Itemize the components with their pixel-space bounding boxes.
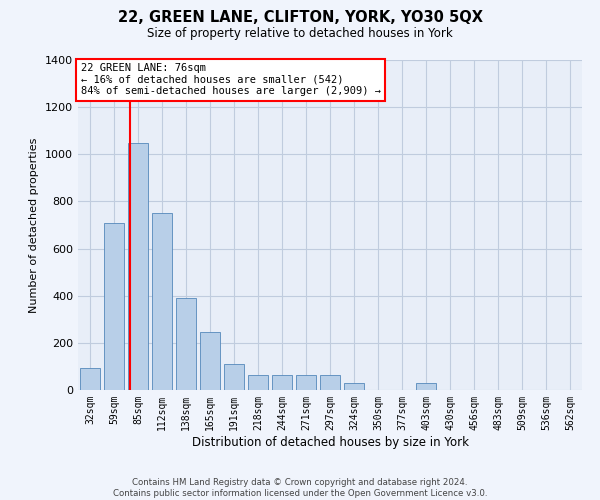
Bar <box>104 222 124 390</box>
Text: 22 GREEN LANE: 76sqm
← 16% of detached houses are smaller (542)
84% of semi-deta: 22 GREEN LANE: 76sqm ← 16% of detached h… <box>80 64 380 96</box>
Bar <box>248 374 268 390</box>
Bar <box>416 383 436 390</box>
Text: Size of property relative to detached houses in York: Size of property relative to detached ho… <box>147 28 453 40</box>
Bar <box>80 368 100 390</box>
Bar <box>296 374 316 390</box>
Bar <box>344 383 364 390</box>
Bar <box>224 364 244 390</box>
Bar <box>320 374 340 390</box>
Y-axis label: Number of detached properties: Number of detached properties <box>29 138 40 312</box>
Bar <box>200 332 220 390</box>
Text: 22, GREEN LANE, CLIFTON, YORK, YO30 5QX: 22, GREEN LANE, CLIFTON, YORK, YO30 5QX <box>118 10 482 25</box>
Bar <box>152 213 172 390</box>
Bar <box>272 374 292 390</box>
Text: Contains HM Land Registry data © Crown copyright and database right 2024.
Contai: Contains HM Land Registry data © Crown c… <box>113 478 487 498</box>
Bar <box>176 298 196 390</box>
X-axis label: Distribution of detached houses by size in York: Distribution of detached houses by size … <box>191 436 469 448</box>
Bar <box>128 142 148 390</box>
